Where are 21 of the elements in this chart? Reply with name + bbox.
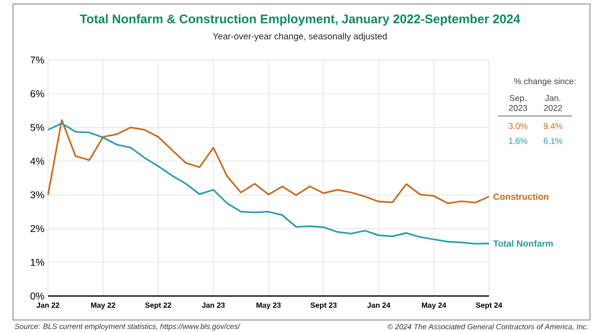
text: Jan. 2022 <box>544 95 562 111</box>
text: 9.4% <box>544 123 562 129</box>
series-label: Total Nonfarm <box>493 240 553 247</box>
y-tick-label: 4% <box>30 158 44 165</box>
y-tick-label: 5% <box>30 124 44 131</box>
line-series <box>47 122 490 245</box>
series-label: Construction <box>494 193 548 200</box>
text: Sep. 2023 <box>509 95 528 111</box>
y-tick-label: 6% <box>30 90 44 98</box>
text: 1.6% <box>508 138 528 144</box>
y-tick-label: 2% <box>30 225 44 232</box>
y-tick-label: 1% <box>30 258 44 266</box>
y-tick-label: 0% <box>30 292 44 300</box>
y-tick-label: 3% <box>30 191 44 198</box>
line-series <box>47 119 490 204</box>
y-tick-label: 7% <box>30 56 44 64</box>
chart-title: Total Nonfarm & Construction Employment, January 2022-September 2024 <box>80 14 520 26</box>
text: 3.0% <box>508 123 528 129</box>
text: 6.1% <box>544 138 562 144</box>
text: % change since: <box>514 78 576 86</box>
chart-subtitle: Year-over-year change, seasonally adjusted <box>212 32 387 42</box>
